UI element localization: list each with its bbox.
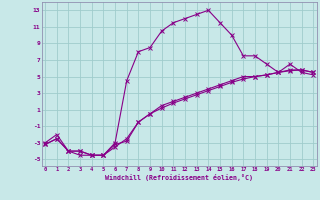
X-axis label: Windchill (Refroidissement éolien,°C): Windchill (Refroidissement éolien,°C) (105, 174, 253, 181)
